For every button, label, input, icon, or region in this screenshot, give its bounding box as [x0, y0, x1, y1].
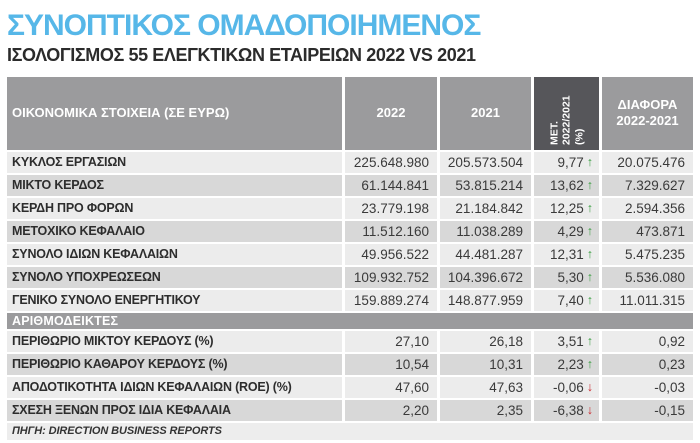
change-value: 4,29: [557, 223, 584, 239]
change-cell: 7,40 ↑: [534, 289, 599, 311]
value-2021: 104.396.672: [440, 266, 531, 288]
change-cell: 9,77 ↑: [534, 151, 599, 173]
value-2022: 23.779.198: [345, 197, 437, 219]
down-arrow-icon: ↓: [586, 380, 593, 394]
change-cell: 12,31 ↑: [534, 243, 599, 265]
change-value: 12,31: [549, 246, 584, 262]
change-value: 9,77: [557, 154, 584, 170]
difference-value: 2.594.356: [602, 197, 693, 219]
difference-value: 20.075.476: [602, 151, 693, 173]
row-label: ΣΧΕΣΗ ΞΕΝΩΝ ΠΡΟΣ ΙΔΙΑ ΚΕΦΑΛΑΙΑ: [7, 399, 342, 421]
up-arrow-icon: ↑: [586, 270, 593, 284]
row-label: ΠΕΡΙΘΩΡΙΟ ΚΑΘΑΡΟΥ ΚΕΡΔΟΥΣ (%): [7, 353, 342, 375]
difference-value: -0,03: [602, 376, 693, 398]
up-arrow-icon: ↑: [586, 224, 593, 238]
up-arrow-icon: ↑: [586, 178, 593, 192]
value-2021: 10,31: [440, 353, 531, 375]
change-cell: 5,30 ↑: [534, 266, 599, 288]
value-2021: 26,18: [440, 330, 531, 352]
value-2021: 47,63: [440, 376, 531, 398]
column-header-items: ΟΙΚΟΝΟΜΙΚΑ ΣΤΟΙΧΕΙΑ (ΣΕ ΕΥΡΩ): [7, 76, 342, 150]
value-2021: 205.573.504: [440, 151, 531, 173]
row-label: ΠΕΡΙΘΩΡΙΟ ΜΙΚΤΟΥ ΚΕΡΔΟΥΣ (%): [7, 330, 342, 352]
row-label: ΜΙΚΤΟ ΚΕΡΔΟΣ: [7, 174, 342, 196]
page-title: ΣΥΝΟΠΤΙΚΟΣ ΟΜΑΔΟΠΟΙΗΜΕΝΟΣ: [7, 9, 481, 42]
source-note: ΠΗΓΗ: DIRECTION BUSINESS REPORTS: [7, 422, 693, 440]
row-label: ΚΕΡΔΗ ΠΡΟ ΦΟΡΩΝ: [7, 197, 342, 219]
row-label: ΚΥΚΛΟΣ ΕΡΓΑΣΙΩΝ: [7, 151, 342, 173]
column-header-2021: 2021: [440, 76, 531, 150]
value-2022: 109.932.752: [345, 266, 437, 288]
up-arrow-icon: ↑: [586, 247, 593, 261]
change-cell: 3,51 ↑: [534, 330, 599, 352]
change-value: 5,30: [557, 269, 584, 285]
difference-value: 11.011.315: [602, 289, 693, 311]
difference-value: 7.329.627: [602, 174, 693, 196]
change-cell: -6,38 ↓: [534, 399, 599, 421]
value-2022: 61.144.841: [345, 174, 437, 196]
column-header-change: ΜΕΤ. 2022/2021 (%): [534, 76, 599, 150]
up-arrow-icon: ↑: [586, 334, 593, 348]
section-header-ratios: ΑΡΙΘΜΟΔΕΙΚΤΕΣ: [7, 312, 693, 329]
up-arrow-icon: ↑: [586, 357, 593, 371]
value-2021: 11.038.289: [440, 220, 531, 242]
difference-value: -0,15: [602, 399, 693, 421]
row-label: ΜΕΤΟΧΙΚΟ ΚΕΦΑΛΑΙΟ: [7, 220, 342, 242]
up-arrow-icon: ↑: [586, 293, 593, 307]
value-2022: 27,10: [345, 330, 437, 352]
change-cell: 4,29 ↑: [534, 220, 599, 242]
difference-value: 5.536.080: [602, 266, 693, 288]
value-2022: 10,54: [345, 353, 437, 375]
value-2022: 2,20: [345, 399, 437, 421]
rotated-change-header-text: ΜΕΤ. 2022/2021 (%): [547, 95, 585, 145]
difference-value: 0,23: [602, 353, 693, 375]
row-label: ΓΕΝΙΚΟ ΣΥΝΟΛΟ ΕΝΕΡΓΗΤΙΚΟΥ: [7, 289, 342, 311]
value-2021: 2,35: [440, 399, 531, 421]
up-arrow-icon: ↑: [586, 201, 593, 215]
change-cell: 12,25 ↑: [534, 197, 599, 219]
change-value: 13,62: [549, 177, 584, 193]
difference-value: 473.871: [602, 220, 693, 242]
change-value: -6,38: [552, 402, 584, 418]
value-2021: 21.184.842: [440, 197, 531, 219]
column-header-2022: 2022: [345, 76, 437, 150]
down-arrow-icon: ↓: [586, 403, 593, 417]
up-arrow-icon: ↑: [586, 155, 593, 169]
change-cell: 13,62 ↑: [534, 174, 599, 196]
value-2021: 148.877.959: [440, 289, 531, 311]
difference-value: 5.475.235: [602, 243, 693, 265]
change-value: 7,40: [557, 292, 584, 308]
change-value: -0,06: [552, 379, 584, 395]
value-2022: 47,60: [345, 376, 437, 398]
change-value: 12,25: [549, 200, 584, 216]
value-2022: 159.889.274: [345, 289, 437, 311]
value-2022: 49.956.522: [345, 243, 437, 265]
column-header-difference: ΔΙΑΦΟΡΑ 2022-2021: [602, 76, 693, 150]
change-value: 3,51: [557, 333, 584, 349]
row-label: ΑΠΟΔΟΤΙΚΟΤΗΤΑ ΙΔΙΩΝ ΚΕΦΑΛΑΙΩΝ (ROE) (%): [7, 376, 342, 398]
page-subtitle: ΙΣΟΛΟΓΙΣΜΟΣ 55 ΕΛΕΓΚΤΙΚΩΝ ΕΤΑΙΡΕΙΩΝ 2022…: [7, 44, 476, 65]
row-label: ΣΥΝΟΛΟ ΥΠΟΧΡΕΩΣΕΩΝ: [7, 266, 342, 288]
balance-sheet-table: ΟΙΚΟΝΟΜΙΚΑ ΣΤΟΙΧΕΙΑ (ΣΕ ΕΥΡΩ) 2022 2021 …: [7, 76, 693, 421]
row-label: ΣΥΝΟΛΟ ΙΔΙΩΝ ΚΕΦΑΛΑΙΩΝ: [7, 243, 342, 265]
value-2021: 53.815.214: [440, 174, 531, 196]
change-value: 2,23: [557, 356, 584, 372]
change-cell: -0,06 ↓: [534, 376, 599, 398]
value-2021: 44.481.287: [440, 243, 531, 265]
change-cell: 2,23 ↑: [534, 353, 599, 375]
value-2022: 225.648.980: [345, 151, 437, 173]
value-2022: 11.512.160: [345, 220, 437, 242]
difference-value: 0,92: [602, 330, 693, 352]
